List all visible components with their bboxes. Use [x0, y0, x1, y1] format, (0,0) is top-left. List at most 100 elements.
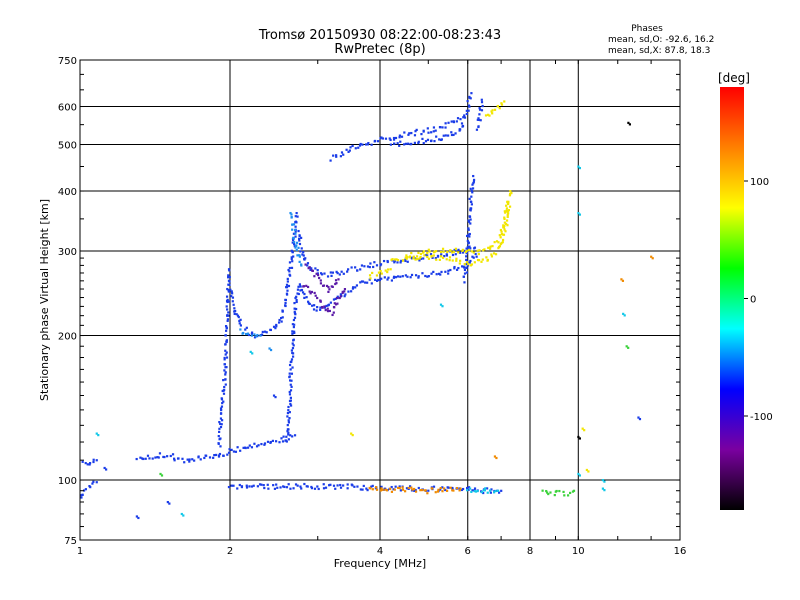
data-point — [352, 286, 355, 289]
data-point — [489, 245, 492, 248]
data-point — [555, 489, 558, 493]
data-point — [329, 301, 332, 304]
data-point — [343, 295, 346, 298]
data-point — [227, 274, 230, 277]
data-point — [169, 454, 172, 458]
data-point — [451, 259, 454, 262]
data-point — [431, 256, 434, 259]
data-point — [291, 366, 294, 369]
data-point — [399, 489, 402, 492]
data-point — [230, 448, 233, 451]
data-point — [462, 116, 465, 119]
data-point — [438, 258, 441, 261]
data-point — [437, 272, 441, 275]
data-point — [414, 490, 418, 493]
data-point — [472, 251, 475, 254]
data-point — [472, 178, 476, 182]
data-point — [272, 484, 275, 487]
data-point — [228, 280, 231, 283]
data-point — [601, 479, 605, 482]
data-point — [292, 237, 295, 240]
data-point — [503, 217, 506, 221]
data-point — [283, 485, 286, 489]
data-point — [466, 489, 469, 492]
data-point — [404, 490, 407, 493]
data-point — [388, 137, 391, 140]
data-point — [480, 101, 484, 104]
data-point — [485, 256, 488, 259]
data-point — [287, 438, 290, 441]
data-point — [436, 490, 440, 493]
data-point — [304, 263, 307, 266]
data-point — [366, 265, 370, 268]
data-point — [226, 287, 229, 291]
data-point — [92, 480, 95, 483]
data-point — [566, 494, 570, 497]
data-point — [482, 489, 485, 492]
data-point — [497, 491, 501, 494]
data-point — [546, 491, 549, 494]
data-point — [289, 404, 293, 407]
data-point — [311, 304, 314, 307]
data-point — [404, 142, 408, 145]
data-point — [470, 490, 473, 493]
data-point — [445, 258, 448, 261]
data-point — [257, 444, 260, 447]
data-point — [470, 195, 473, 198]
data-point — [236, 314, 240, 317]
data-point — [151, 457, 154, 460]
data-point — [424, 489, 427, 492]
data-point — [92, 460, 95, 464]
data-point — [314, 267, 317, 270]
data-point — [285, 486, 289, 489]
data-point — [332, 154, 335, 157]
data-point — [296, 292, 299, 295]
data-point — [466, 99, 469, 103]
data-point — [578, 474, 581, 477]
data-point — [391, 258, 394, 261]
data-point — [460, 488, 463, 492]
data-point — [310, 290, 314, 294]
data-point — [463, 266, 466, 269]
data-point — [291, 347, 295, 350]
data-point — [389, 268, 392, 271]
data-point — [217, 454, 221, 457]
data-point — [426, 492, 429, 495]
data-point — [418, 257, 421, 260]
data-point — [292, 318, 296, 322]
data-point — [290, 349, 293, 352]
data-point — [375, 274, 379, 277]
data-point — [137, 516, 140, 520]
data-point — [443, 487, 446, 490]
data-point — [163, 455, 166, 459]
data-point — [417, 486, 420, 490]
data-point — [393, 488, 396, 491]
data-point — [227, 485, 231, 489]
data-point — [91, 482, 94, 485]
data-point — [251, 352, 254, 355]
data-point — [295, 298, 298, 302]
data-point — [472, 174, 475, 178]
data-point — [439, 273, 442, 276]
data-point — [288, 372, 291, 375]
data-point — [506, 213, 509, 217]
data-point — [406, 260, 409, 263]
data-point — [421, 272, 424, 275]
data-point — [414, 488, 417, 492]
data-point — [220, 408, 223, 412]
data-point — [228, 448, 231, 451]
data-point — [478, 113, 481, 116]
data-point — [156, 456, 159, 459]
data-point — [218, 421, 221, 424]
colorbar — [720, 87, 744, 510]
data-point — [370, 282, 373, 285]
x-axis-ticks: 1 2 4 6 8 10 16 — [77, 60, 686, 557]
data-point — [225, 339, 228, 342]
data-point — [406, 275, 409, 278]
data-point — [440, 270, 443, 274]
data-point — [293, 310, 296, 313]
data-point — [188, 458, 191, 461]
data-point — [433, 140, 436, 143]
data-point — [435, 273, 438, 276]
data-point — [339, 483, 342, 487]
